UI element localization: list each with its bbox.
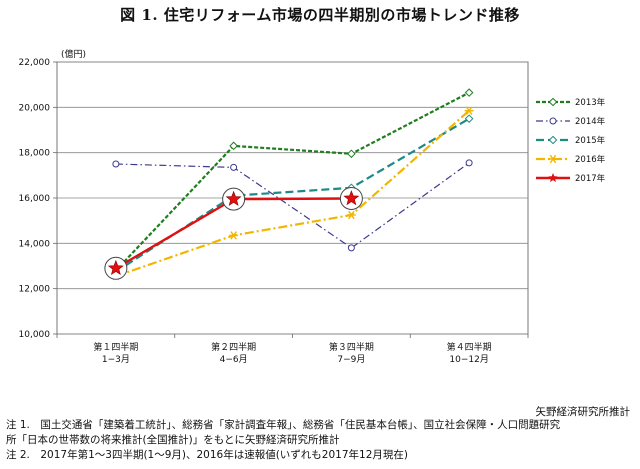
series-line	[115, 91, 470, 272]
data-point	[230, 163, 238, 171]
data-point	[346, 210, 356, 220]
legend-entry: 2016年	[536, 154, 606, 165]
legend-marker	[548, 97, 558, 107]
gridlines	[56, 61, 529, 335]
data-point	[222, 187, 246, 211]
marker-star	[225, 190, 242, 206]
y-tick-label: 10,000	[19, 330, 51, 340]
source-credit: 矢野経済研究所推計	[535, 406, 631, 418]
marker-stroke	[348, 210, 355, 220]
legend-label: 2015年	[575, 135, 606, 146]
series-2017年	[104, 186, 363, 280]
series-line	[115, 162, 470, 249]
legend-label: 2016年	[575, 154, 606, 165]
footnotes: 注 1. 国土交通省「建築着工統計」、総務省「家計調査年報」、総務省「住民基本台…	[6, 418, 634, 463]
chart-title: 図 1. 住宅リフォーム市場の四半期別の市場トレンド推移	[120, 6, 520, 24]
legend-label: 2013年	[575, 97, 606, 108]
marker-stroke	[465, 106, 473, 115]
marker-star	[548, 172, 558, 183]
data-point	[229, 141, 238, 151]
series-line	[115, 117, 470, 273]
x-tick-label: 1−3月	[102, 354, 130, 365]
series-2013年	[111, 88, 474, 275]
x-tick-label: 10−12月	[449, 354, 488, 365]
x-tick-label: 第３四半期	[329, 341, 374, 353]
series-2016年	[111, 106, 474, 281]
note-line: 注 1. 国土交通省「建築着工統計」、総務省「家計調査年報」、総務省「住民基本台…	[6, 419, 561, 431]
y-axis-label: (億円)	[61, 48, 86, 60]
series-line	[115, 109, 470, 278]
legend-marker	[549, 117, 557, 125]
data-point	[112, 160, 120, 168]
x-tick-label: 第１四半期	[93, 341, 138, 353]
legend-label: 2017年	[575, 173, 606, 184]
marker-star	[343, 190, 360, 206]
data-point	[347, 244, 355, 252]
y-tick-label: 20,000	[19, 103, 51, 113]
legend-entry: 2013年	[536, 97, 606, 108]
data-point	[464, 88, 474, 97]
legend: 2013年 2014年 2015年 2016年 2017年	[536, 97, 606, 184]
legend-label: 2014年	[575, 116, 606, 127]
legend-marker	[548, 135, 558, 145]
y-tick-label: 18,000	[19, 149, 51, 159]
note-line: 注 2. 2017年第1〜3四半期(1〜9月)、2016年は速報値(いずれも20…	[6, 449, 408, 461]
line-chart: 10,000 12,000 14,000 16,000 18,000 20,000 22,0…	[19, 48, 606, 365]
data-point	[229, 231, 239, 240]
series-2014年	[112, 159, 473, 252]
data-point	[464, 106, 474, 115]
legend-entry: 2015年	[536, 135, 606, 146]
x-tick-label: 第４四半期	[447, 341, 492, 353]
marker-star	[107, 259, 124, 276]
x-tick-label: 7−9月	[337, 354, 365, 365]
legend-entry: 2014年	[536, 116, 606, 127]
x-tick-label: 第２四半期	[211, 341, 256, 353]
data-point	[104, 256, 128, 280]
series-2015年	[111, 114, 474, 276]
note-line: 所「日本の世帯数の将来推計(全国推計)」をもとに矢野経済研究所推計	[6, 434, 340, 446]
y-tick-label: 16,000	[19, 194, 51, 204]
marker-stroke	[230, 231, 237, 240]
x-tick-label: 4−6月	[220, 354, 248, 365]
marker-stroke	[549, 154, 557, 164]
data-point	[464, 114, 474, 123]
legend-marker	[548, 154, 558, 164]
y-tick-label: 22,000	[19, 58, 51, 68]
data-point	[347, 149, 356, 159]
data-point	[465, 159, 473, 167]
y-tick-label: 12,000	[19, 285, 51, 295]
data-point	[339, 186, 363, 210]
y-tick-label: 14,000	[19, 239, 51, 249]
legend-entry: 2017年	[536, 172, 606, 184]
axes: 10,000 12,000 14,000 16,000 18,000 20,000 22,0…	[19, 48, 529, 365]
legend-marker	[548, 172, 558, 183]
series-lines	[104, 88, 474, 281]
